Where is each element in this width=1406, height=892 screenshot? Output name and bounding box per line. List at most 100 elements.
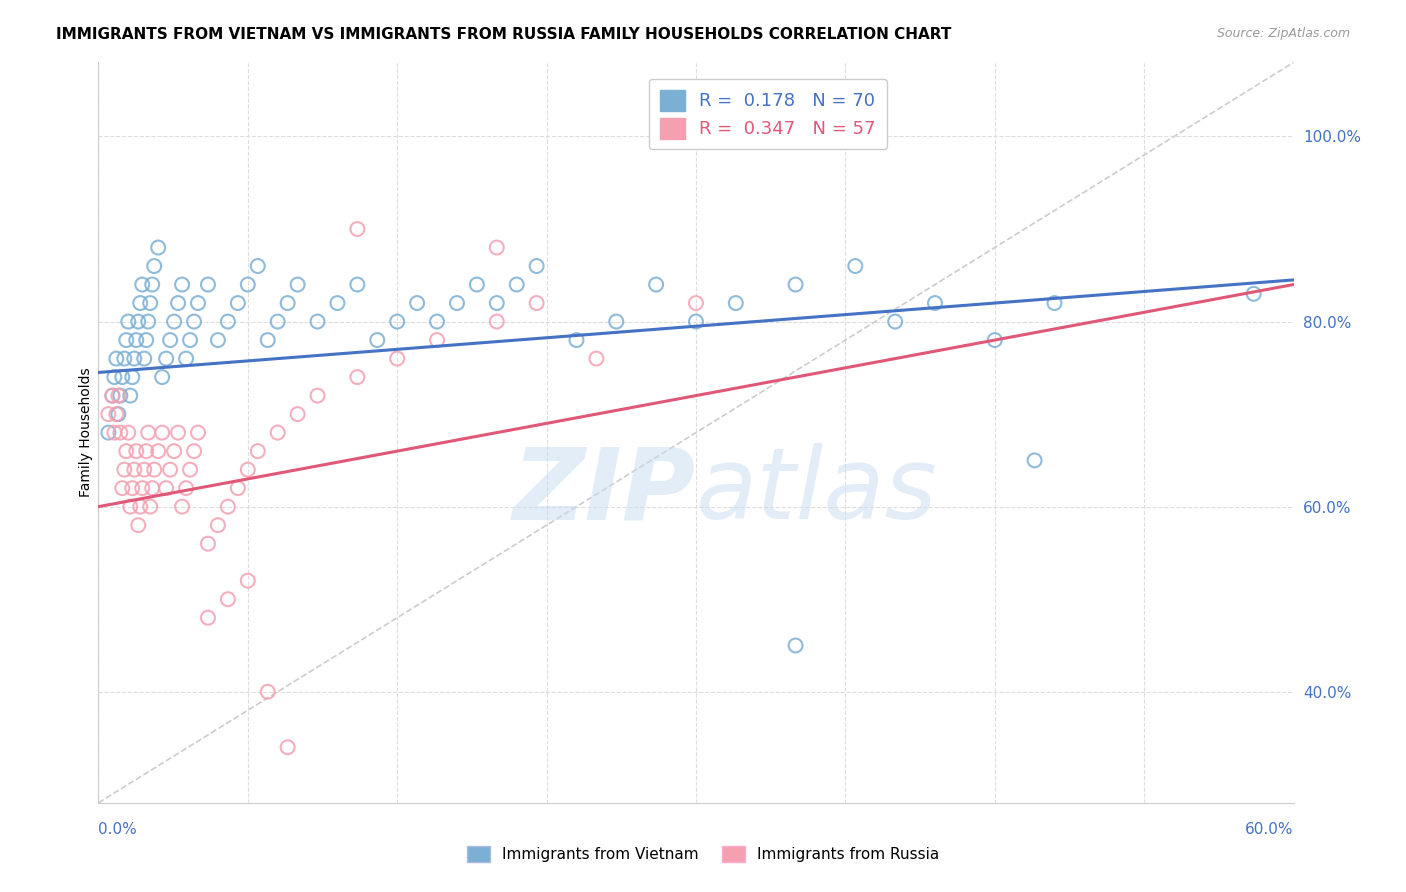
Point <box>148 241 170 255</box>
Point <box>163 315 186 329</box>
Point <box>645 277 668 292</box>
Point <box>134 463 156 477</box>
Point <box>346 222 368 236</box>
Point <box>110 389 132 403</box>
Point <box>159 333 181 347</box>
Point <box>172 500 194 514</box>
Point <box>785 277 807 292</box>
Point <box>117 315 139 329</box>
Point <box>485 241 508 255</box>
Point <box>183 315 205 329</box>
Point <box>131 277 153 292</box>
Point <box>984 333 1007 347</box>
Point <box>129 296 152 310</box>
Point <box>120 500 142 514</box>
Point <box>112 351 135 366</box>
Point <box>101 389 124 403</box>
Text: IMMIGRANTS FROM VIETNAM VS IMMIGRANTS FROM RUSSIA FAMILY HOUSEHOLDS CORRELATION : IMMIGRANTS FROM VIETNAM VS IMMIGRANTS FR… <box>56 27 952 42</box>
Point <box>163 444 186 458</box>
Point <box>115 444 138 458</box>
Point <box>121 481 143 495</box>
Y-axis label: Family Households: Family Households <box>79 368 93 498</box>
Point <box>115 333 138 347</box>
Point <box>426 315 449 329</box>
Text: atlas: atlas <box>696 443 938 541</box>
Point <box>724 296 747 310</box>
Point <box>131 481 153 495</box>
Point <box>187 425 209 440</box>
Point <box>155 481 177 495</box>
Point <box>585 351 607 366</box>
Point <box>134 351 156 366</box>
Point <box>135 444 157 458</box>
Point <box>141 277 163 292</box>
Point <box>1043 296 1066 310</box>
Point <box>236 574 259 588</box>
Text: Source: ZipAtlas.com: Source: ZipAtlas.com <box>1216 27 1350 40</box>
Point <box>136 425 159 440</box>
Point <box>105 351 128 366</box>
Point <box>446 296 468 310</box>
Point <box>366 333 388 347</box>
Point <box>143 259 166 273</box>
Point <box>159 463 181 477</box>
Point <box>110 425 132 440</box>
Point <box>485 315 508 329</box>
Point <box>197 611 219 625</box>
Point <box>97 425 120 440</box>
Point <box>844 259 866 273</box>
Point <box>120 389 142 403</box>
Point <box>112 463 135 477</box>
Point <box>117 425 139 440</box>
Point <box>167 296 190 310</box>
Point <box>236 277 259 292</box>
Point <box>155 351 177 366</box>
Text: 0.0%: 0.0% <box>98 822 138 837</box>
Point <box>884 315 907 329</box>
Point <box>465 277 488 292</box>
Point <box>277 740 299 755</box>
Point <box>103 370 125 384</box>
Point <box>107 407 129 421</box>
Point <box>326 296 349 310</box>
Point <box>107 389 129 403</box>
Point <box>121 370 143 384</box>
Point <box>105 407 128 421</box>
Point <box>346 277 368 292</box>
Point <box>605 315 627 329</box>
Point <box>256 333 278 347</box>
Point <box>150 425 173 440</box>
Point <box>127 518 149 533</box>
Point <box>174 481 197 495</box>
Point <box>385 351 409 366</box>
Point <box>97 407 120 421</box>
Point <box>307 315 329 329</box>
Point <box>143 463 166 477</box>
Point <box>179 333 201 347</box>
Legend: R =  0.178   N = 70, R =  0.347   N = 57: R = 0.178 N = 70, R = 0.347 N = 57 <box>648 78 887 150</box>
Point <box>111 481 134 495</box>
Point <box>685 296 707 310</box>
Point <box>125 333 148 347</box>
Point <box>174 351 197 366</box>
Point <box>685 315 707 329</box>
Point <box>207 518 229 533</box>
Point <box>197 537 219 551</box>
Text: 60.0%: 60.0% <box>1246 822 1294 837</box>
Point <box>217 315 239 329</box>
Point <box>111 370 134 384</box>
Point <box>172 277 194 292</box>
Point <box>103 425 125 440</box>
Point <box>226 296 249 310</box>
Point <box>217 500 239 514</box>
Point <box>526 296 548 310</box>
Point <box>183 444 205 458</box>
Point <box>207 333 229 347</box>
Point <box>426 333 449 347</box>
Point <box>226 481 249 495</box>
Point <box>385 315 409 329</box>
Point <box>924 296 946 310</box>
Point <box>236 463 259 477</box>
Point <box>506 277 529 292</box>
Point <box>127 315 149 329</box>
